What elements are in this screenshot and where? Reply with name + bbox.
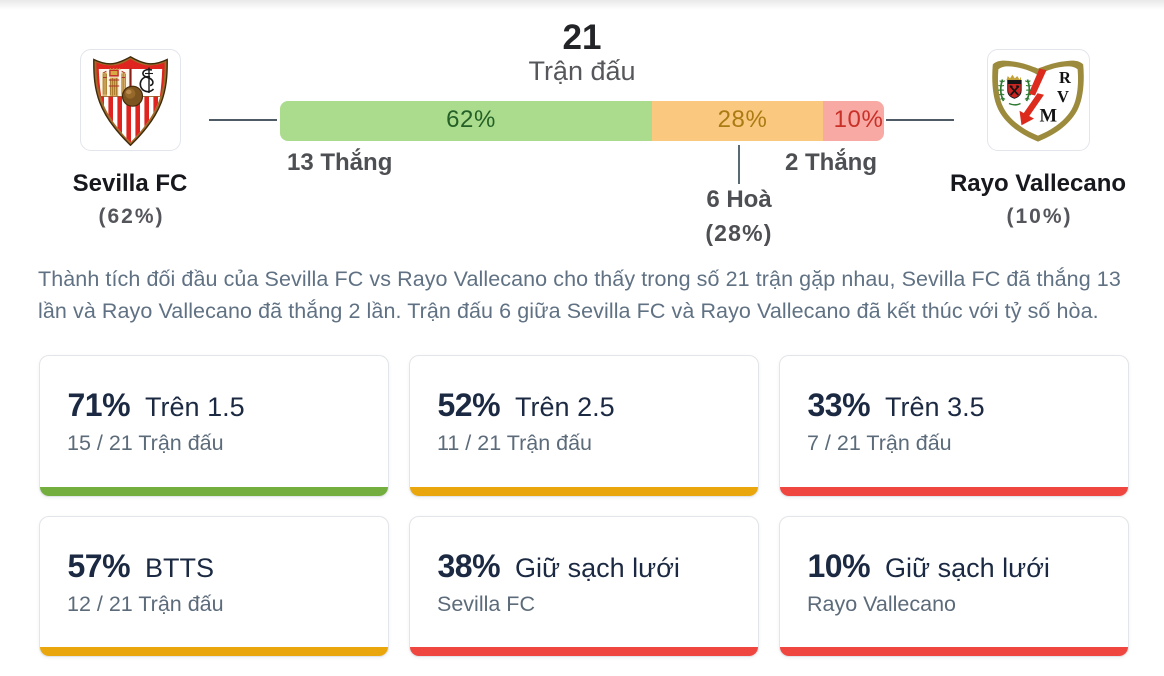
svg-text:V: V [1057,86,1069,105]
svg-text:R: R [1059,67,1072,86]
svg-text:M: M [1040,105,1058,126]
